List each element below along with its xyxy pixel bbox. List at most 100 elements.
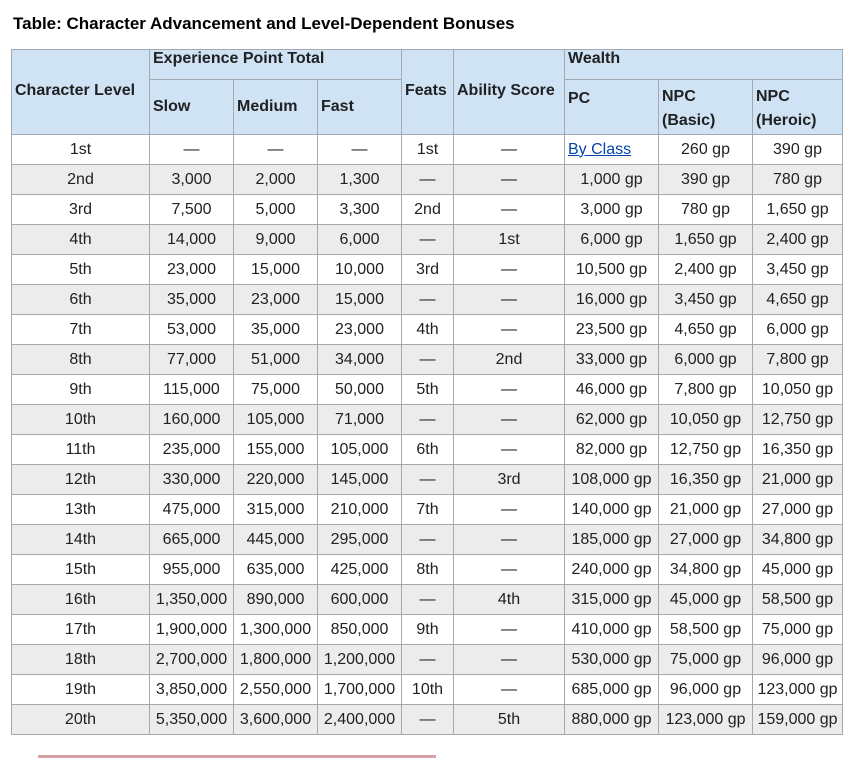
pc-wealth-cell: 185,000 gp xyxy=(564,524,659,555)
npc-heroic-cell: 7,800 gp xyxy=(752,344,843,375)
slow-cell: 665,000 xyxy=(149,524,234,555)
medium-cell: 5,000 xyxy=(233,194,318,225)
npc-basic-cell: 1,650 gp xyxy=(658,224,753,255)
ability-cell: — xyxy=(453,494,565,525)
fast-cell: 1,200,000 xyxy=(317,644,402,675)
pc-wealth-cell: 6,000 gp xyxy=(564,224,659,255)
fast-cell: 71,000 xyxy=(317,404,402,435)
npc-basic-cell: 96,000 gp xyxy=(658,674,753,705)
table-row: 3rd 7,500 5,000 3,300 2nd — 3,000 gp 780… xyxy=(11,194,843,225)
npc-basic-cell: 27,000 gp xyxy=(658,524,753,555)
ability-cell: 1st xyxy=(453,224,565,255)
fast-cell: 1,300 xyxy=(317,164,402,195)
table-row: 19th 3,850,000 2,550,000 1,700,000 10th … xyxy=(11,674,843,705)
table-row: 10th 160,000 105,000 71,000 — — 62,000 g… xyxy=(11,404,843,435)
pc-wealth-cell: 82,000 gp xyxy=(564,434,659,465)
table-row: 16th 1,350,000 890,000 600,000 — 4th 315… xyxy=(11,584,843,615)
fast-cell: 3,300 xyxy=(317,194,402,225)
npc-heroic-cell: 123,000 gp xyxy=(752,674,843,705)
fast-cell: 10,000 xyxy=(317,254,402,285)
fast-cell: 34,000 xyxy=(317,344,402,375)
ability-cell: — xyxy=(453,194,565,225)
pc-wealth-cell: 10,500 gp xyxy=(564,254,659,285)
slow-cell: 1,350,000 xyxy=(149,584,234,615)
medium-cell: — xyxy=(233,134,318,165)
fast-cell: 50,000 xyxy=(317,374,402,405)
level-cell: 5th xyxy=(11,254,150,285)
slow-cell: 7,500 xyxy=(149,194,234,225)
fast-cell: 850,000 xyxy=(317,614,402,645)
ability-cell: — xyxy=(453,314,565,345)
table-row: 11th 235,000 155,000 105,000 6th — 82,00… xyxy=(11,434,843,465)
header-npc-heroic: NPC (Heroic) xyxy=(752,79,843,135)
npc-basic-cell: 2,400 gp xyxy=(658,254,753,285)
ability-cell: — xyxy=(453,644,565,675)
pc-wealth-cell: 240,000 gp xyxy=(564,554,659,585)
level-cell: 18th xyxy=(11,644,150,675)
feat-cell: — xyxy=(401,464,454,495)
pc-wealth-cell: 685,000 gp xyxy=(564,674,659,705)
feat-cell: 9th xyxy=(401,614,454,645)
level-cell: 2nd xyxy=(11,164,150,195)
feat-cell: — xyxy=(401,704,454,735)
fast-cell: 210,000 xyxy=(317,494,402,525)
ability-cell: 4th xyxy=(453,584,565,615)
ability-cell: — xyxy=(453,284,565,315)
fast-cell: 1,700,000 xyxy=(317,674,402,705)
pc-wealth-cell: 108,000 gp xyxy=(564,464,659,495)
npc-heroic-cell: 4,650 gp xyxy=(752,284,843,315)
feat-cell: 6th xyxy=(401,434,454,465)
pc-wealth-cell: 33,000 gp xyxy=(564,344,659,375)
npc-heroic-cell: 2,400 gp xyxy=(752,224,843,255)
feat-cell: — xyxy=(401,524,454,555)
feat-cell: 8th xyxy=(401,554,454,585)
ability-cell: 3rd xyxy=(453,464,565,495)
medium-cell: 1,800,000 xyxy=(233,644,318,675)
medium-cell: 635,000 xyxy=(233,554,318,585)
npc-basic-cell: 6,000 gp xyxy=(658,344,753,375)
npc-basic-cell: 75,000 gp xyxy=(658,644,753,675)
table-row: 13th 475,000 315,000 210,000 7th — 140,0… xyxy=(11,494,843,525)
npc-basic-cell: 16,350 gp xyxy=(658,464,753,495)
npc-basic-cell: 34,800 gp xyxy=(658,554,753,585)
ability-cell: — xyxy=(453,254,565,285)
feat-cell: — xyxy=(401,164,454,195)
by-class-link[interactable]: By Class xyxy=(568,140,632,158)
feat-cell: 4th xyxy=(401,314,454,345)
table-caption: Table: Character Advancement and Level-D… xyxy=(13,14,515,33)
scroll-edge-bar xyxy=(38,755,436,758)
npc-basic-cell: 21,000 gp xyxy=(658,494,753,525)
medium-cell: 155,000 xyxy=(233,434,318,465)
slow-cell: 160,000 xyxy=(149,404,234,435)
feat-cell: 10th xyxy=(401,674,454,705)
slow-cell: 53,000 xyxy=(149,314,234,345)
feat-cell: 3rd xyxy=(401,254,454,285)
medium-cell: 2,550,000 xyxy=(233,674,318,705)
feat-cell: — xyxy=(401,644,454,675)
header-pc: PC xyxy=(564,79,659,135)
table-row: 6th 35,000 23,000 15,000 — — 16,000 gp 3… xyxy=(11,284,843,315)
level-cell: 14th xyxy=(11,524,150,555)
slow-cell: 955,000 xyxy=(149,554,234,585)
table-row: 14th 665,000 445,000 295,000 — — 185,000… xyxy=(11,524,843,555)
header-ability-score: Ability Score xyxy=(453,49,565,135)
slow-cell: 5,350,000 xyxy=(149,704,234,735)
feat-cell: — xyxy=(401,224,454,255)
npc-basic-cell: 45,000 gp xyxy=(658,584,753,615)
header-medium: Medium xyxy=(233,79,318,135)
pc-wealth-cell: 16,000 gp xyxy=(564,284,659,315)
level-cell: 10th xyxy=(11,404,150,435)
slow-cell: 330,000 xyxy=(149,464,234,495)
header-feats: Feats xyxy=(401,49,454,135)
pc-wealth-cell: 23,500 gp xyxy=(564,314,659,345)
table-row: 9th 115,000 75,000 50,000 5th — 46,000 g… xyxy=(11,374,843,405)
feat-cell: — xyxy=(401,344,454,375)
table-row: 18th 2,700,000 1,800,000 1,200,000 — — 5… xyxy=(11,644,843,675)
level-cell: 8th xyxy=(11,344,150,375)
ability-cell: — xyxy=(453,674,565,705)
feat-cell: — xyxy=(401,584,454,615)
slow-cell: 2,700,000 xyxy=(149,644,234,675)
npc-heroic-cell: 45,000 gp xyxy=(752,554,843,585)
pc-wealth-cell: 530,000 gp xyxy=(564,644,659,675)
feat-cell: — xyxy=(401,284,454,315)
